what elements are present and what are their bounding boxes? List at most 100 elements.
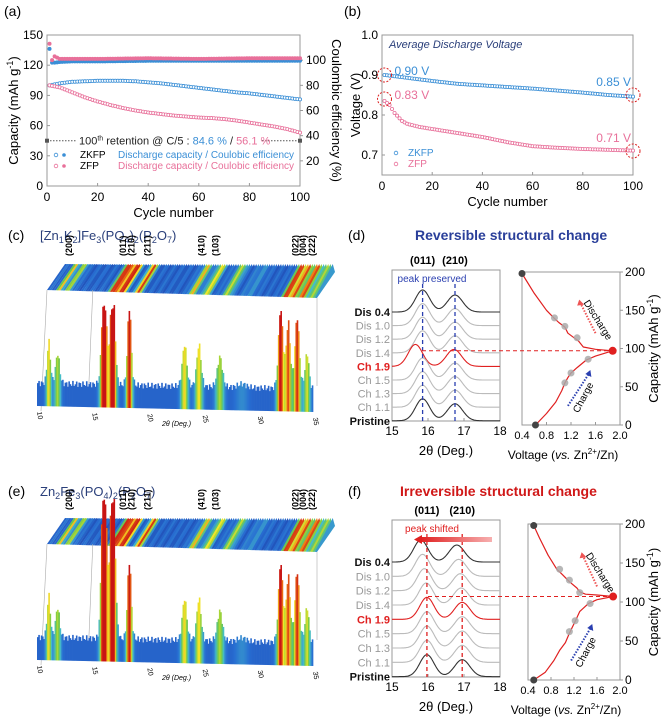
x-tick-label: 0.8 [543, 685, 558, 697]
formula-text: [Zn1K2]Fe3(PO4)2(P2O7) [40, 228, 176, 245]
shift-arrow [420, 537, 492, 542]
x-tick-label: 0.4 [514, 430, 529, 442]
surface-slice [172, 640, 175, 663]
surface-slice [90, 641, 93, 662]
peak-label: (210) [126, 489, 136, 510]
surface-slice [119, 381, 122, 408]
surface-slice [196, 611, 198, 664]
surface-slice [232, 638, 235, 665]
y-tick-label: 50 [625, 634, 639, 648]
surface-slice [236, 636, 239, 665]
plot-frame [391, 269, 501, 422]
plot-frame [381, 34, 634, 176]
y-tick-label: 100 [625, 342, 645, 356]
contour-cell [222, 264, 243, 296]
surface-slice [192, 382, 195, 410]
x-tick-label: 60 [526, 179, 540, 193]
surface-slice [132, 377, 134, 409]
x-tick-label: 20 [145, 414, 153, 423]
x-tick-label: 10 [35, 411, 43, 420]
surface-slice [246, 637, 249, 665]
surface-slice [231, 644, 234, 665]
peak-label: (004) [298, 489, 308, 510]
surface-slice [111, 309, 113, 408]
surface-slice [227, 643, 230, 665]
state-marker [561, 379, 569, 387]
surface-slice [92, 636, 94, 662]
charge-label: Charge [574, 635, 599, 670]
trace-label: Ch 1.1 [358, 657, 390, 669]
contour-cell [62, 518, 83, 545]
surface-slice [161, 636, 163, 663]
peak-label: (222) [307, 235, 317, 256]
charge-arrow [570, 626, 593, 662]
y2-tick-label: 20 [306, 154, 320, 168]
surface-slice [57, 609, 59, 661]
x-tick-label: 100 [623, 179, 643, 193]
contour-cell [67, 264, 88, 291]
surface-slice [168, 384, 171, 409]
contour-cell [193, 518, 214, 549]
surface-slice [63, 640, 65, 661]
contour-cell [242, 518, 263, 550]
contour-cell [285, 264, 306, 298]
contour-cell [245, 264, 266, 296]
surface-slice [74, 384, 77, 407]
panel-c-formula: [Zn1K2]Fe3(PO4)2(P2O7) [40, 228, 176, 245]
contour-cell [60, 264, 81, 291]
surface-slice [235, 642, 237, 665]
surface-slice [75, 635, 78, 661]
surface-slice [38, 634, 40, 661]
contour-cell [179, 518, 200, 548]
surface-slice [47, 604, 49, 661]
contour-cell [177, 264, 198, 294]
y-tick-label: 100 [625, 595, 645, 609]
contour-cell [276, 518, 297, 551]
surface-slice [207, 643, 210, 664]
contour-cell [51, 518, 72, 545]
surface-slice [107, 564, 109, 662]
legend-marker [393, 161, 399, 167]
data-point [50, 58, 55, 63]
surface-slice [202, 631, 205, 664]
x-tick-label: 20 [145, 668, 153, 677]
contour-cell [53, 264, 74, 291]
highlight-ring [625, 87, 641, 103]
contour-cell [265, 518, 286, 551]
surface-slice [136, 640, 138, 663]
surface-slice [275, 380, 277, 412]
surface-slice [40, 635, 43, 661]
contour-cell [184, 518, 205, 549]
surface-slice [171, 383, 173, 409]
surface-slice [178, 634, 181, 664]
surface-slice [290, 617, 293, 666]
y-tick-label: 120 [23, 58, 43, 72]
contour-cell [233, 264, 254, 296]
contour-cell [247, 518, 268, 550]
contour-cell [139, 264, 160, 293]
discharge-label: Discharge [583, 551, 616, 595]
contour-cell [224, 264, 245, 296]
contour-cell [242, 264, 263, 296]
contour-cell [148, 264, 169, 294]
contour-cell [175, 518, 196, 548]
surface-slice [45, 623, 48, 661]
surface-slice [89, 382, 92, 408]
surface-slice [233, 385, 236, 411]
surface-slice [310, 387, 313, 412]
contour-cell [200, 264, 221, 295]
contour-cell [87, 264, 108, 292]
contour-cell [197, 264, 218, 295]
x-tick-label: 25 [201, 415, 209, 424]
contour-cell [245, 518, 266, 550]
contour-cell [206, 264, 227, 295]
contour-cell [305, 264, 326, 298]
surface-slice [284, 353, 286, 412]
surface-slice [99, 582, 102, 662]
contour-cell [240, 518, 261, 550]
surface-slice [127, 575, 129, 662]
retention-marker [298, 138, 302, 143]
contour-cell [287, 264, 308, 298]
value-annotation: 0.85 V [596, 75, 631, 89]
surface-slice [99, 354, 102, 408]
